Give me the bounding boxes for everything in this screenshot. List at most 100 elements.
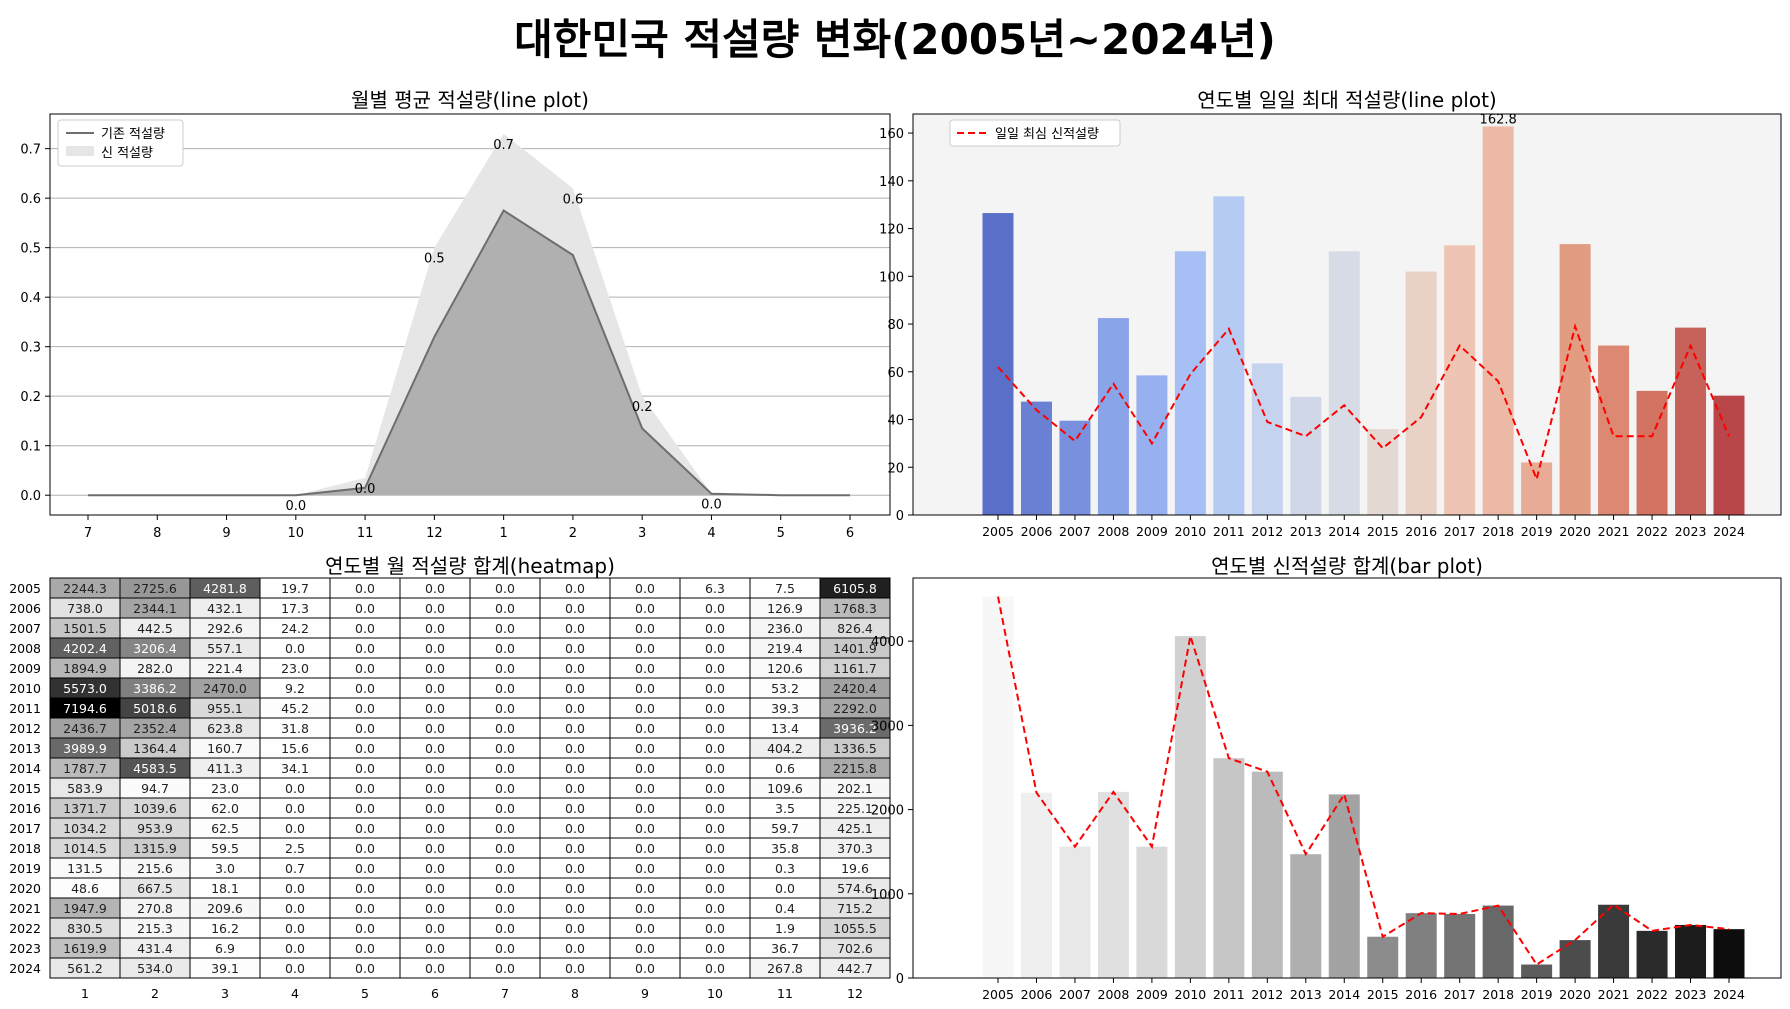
bar — [1598, 904, 1630, 978]
heatmap-cell-value: 442.7 — [837, 961, 873, 976]
heatmap-cell-value: 62.5 — [211, 821, 239, 836]
x-tick-label: 9 — [222, 526, 230, 541]
heatmap-cell-value: 160.7 — [207, 741, 243, 756]
heatmap-cell-value: 1039.6 — [133, 801, 177, 816]
heatmap-cell-value: 0.0 — [425, 881, 445, 896]
bar — [1367, 429, 1399, 515]
heatmap-cell-value: 0.0 — [495, 941, 515, 956]
row-label: 2006 — [9, 601, 41, 616]
heatmap-cell-value: 45.2 — [281, 701, 309, 716]
heatmap-cell-value: 1787.7 — [63, 761, 107, 776]
legend-label: 일일 최심 신적설량 — [995, 127, 1099, 142]
bar — [1598, 345, 1630, 515]
row-label: 2014 — [9, 761, 41, 776]
col-label: 9 — [641, 986, 649, 1001]
bar — [1328, 794, 1360, 978]
heatmap-cell-value: 0.0 — [705, 861, 725, 876]
heatmap-cell-value: 120.6 — [767, 661, 803, 676]
heatmap-cell-value: 3206.4 — [133, 641, 177, 656]
data-label: 0.6 — [563, 192, 584, 207]
heatmap-cell-value: 574.6 — [837, 881, 873, 896]
heatmap-cell-value: 4281.8 — [203, 581, 247, 596]
y-tick-label: 0.6 — [20, 192, 41, 207]
x-tick-label: 2013 — [1290, 524, 1322, 539]
heatmap-cell-value: 0.0 — [775, 881, 795, 896]
row-label: 2021 — [9, 901, 41, 916]
col-label: 2 — [151, 986, 159, 1001]
heatmap-cell-value: 0.0 — [425, 721, 445, 736]
heatmap-cell-value: 0.0 — [705, 761, 725, 776]
heatmap-cell-value: 442.5 — [137, 621, 173, 636]
heatmap-cell-value: 0.0 — [495, 861, 515, 876]
heatmap-cell-value: 35.8 — [771, 841, 799, 856]
y-tick-label: 0.3 — [20, 341, 41, 356]
col-label: 4 — [291, 986, 299, 1001]
bar — [1675, 924, 1707, 978]
y-tick-label: 80 — [887, 318, 904, 333]
heatmap-cell-value: 0.0 — [355, 681, 375, 696]
heatmap-cell-value: 0.0 — [285, 781, 305, 796]
heatmap-cell-value: 0.0 — [425, 641, 445, 656]
x-tick-label: 3 — [638, 526, 646, 541]
heatmap-cell-value: 0.0 — [565, 921, 585, 936]
figure-title: 대한민국 적설량 변화(2005년~2024년) — [514, 15, 1276, 64]
heatmap-cell-value: 0.0 — [355, 701, 375, 716]
heatmap-cell-value: 0.4 — [775, 901, 795, 916]
heatmap-cell-value: 0.0 — [705, 821, 725, 836]
heatmap-cell-value: 2470.0 — [203, 681, 247, 696]
heatmap-cell-value: 0.0 — [565, 781, 585, 796]
bar — [1020, 792, 1052, 978]
heatmap-cell-value: 0.7 — [285, 861, 305, 876]
heatmap-cell-value: 0.0 — [425, 761, 445, 776]
heatmap-cell-value: 0.0 — [355, 881, 375, 896]
heatmap-cell-value: 0.0 — [355, 661, 375, 676]
y-tick-label: 40 — [887, 414, 904, 429]
col-label: 6 — [431, 986, 439, 1001]
y-tick-label: 160 — [879, 127, 904, 142]
heatmap-cell-value: 19.7 — [281, 581, 309, 596]
heatmap-cell-value: 0.0 — [565, 581, 585, 596]
data-label: 0.5 — [424, 252, 445, 267]
heatmap-cell-value: 0.0 — [635, 641, 655, 656]
x-tick-label: 7 — [84, 526, 92, 541]
x-tick-label: 2015 — [1367, 524, 1399, 539]
x-tick-label: 2024 — [1713, 987, 1745, 1002]
heatmap-cell-value: 2.5 — [285, 841, 305, 856]
x-tick-label: 8 — [153, 526, 161, 541]
bar — [1213, 758, 1245, 978]
heatmap-cell-value: 1.9 — [775, 921, 795, 936]
x-tick-label: 2005 — [982, 987, 1014, 1002]
heatmap-cell-value: 0.0 — [635, 721, 655, 736]
heatmap-cell-value: 1947.9 — [63, 901, 107, 916]
heatmap-cell-value: 2244.3 — [63, 581, 107, 596]
row-label: 2007 — [9, 621, 41, 636]
heatmap-cell-value: 3.5 — [775, 801, 795, 816]
heatmap-cell-value: 59.7 — [771, 821, 799, 836]
heatmap-cell-value: 0.0 — [635, 601, 655, 616]
heatmap-cell-value: 955.1 — [207, 701, 243, 716]
heatmap-cell-value: 0.0 — [425, 801, 445, 816]
heatmap-cell-value: 0.0 — [355, 801, 375, 816]
heatmap-cell-value: 267.8 — [767, 961, 803, 976]
heatmap-cell-value: 2292.0 — [833, 701, 877, 716]
x-tick-label: 2020 — [1559, 987, 1591, 1002]
x-tick-label: 10 — [288, 526, 305, 541]
col-label: 3 — [221, 986, 229, 1001]
heatmap-cell-value: 4583.5 — [133, 761, 177, 776]
heatmap-cell-value: 0.0 — [565, 701, 585, 716]
heatmap-cell-value: 0.0 — [635, 701, 655, 716]
x-tick-label: 4 — [707, 526, 715, 541]
heatmap-cell-value: 0.0 — [705, 961, 725, 976]
y-tick-label: 60 — [887, 366, 904, 381]
row-label: 2019 — [9, 861, 41, 876]
heatmap-cell-value: 411.3 — [207, 761, 243, 776]
heatmap-cell-value: 0.0 — [705, 801, 725, 816]
heatmap-cell-value: 0.0 — [285, 921, 305, 936]
heatmap-cell-value: 282.0 — [137, 661, 173, 676]
heatmap-cell-value: 0.0 — [355, 941, 375, 956]
bar — [1675, 327, 1707, 515]
heatmap-cell-value: 0.0 — [635, 581, 655, 596]
bar — [1290, 854, 1322, 978]
heatmap-cell-value: 0.0 — [285, 961, 305, 976]
heatmap-cell-value: 0.0 — [425, 941, 445, 956]
